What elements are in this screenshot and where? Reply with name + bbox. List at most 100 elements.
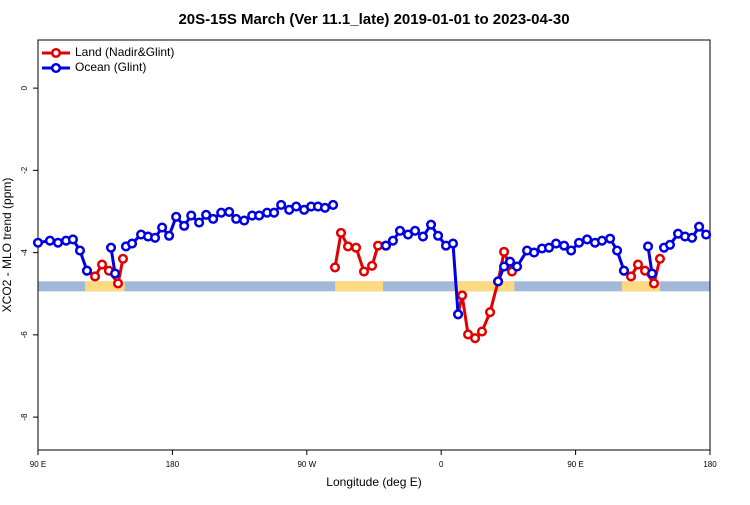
data-point (447, 238, 459, 249)
legend-marker (50, 62, 62, 74)
data-point (573, 237, 585, 248)
data-point (387, 235, 399, 246)
data-point (372, 240, 384, 251)
data-point (216, 207, 227, 218)
data-point (367, 260, 378, 271)
y-axis-label: XCO2 - MLO trend (ppm) (0, 178, 14, 313)
data-point (291, 201, 302, 212)
data-point (97, 259, 108, 270)
data-point (625, 271, 637, 282)
data-point (566, 245, 577, 256)
data-point (171, 211, 182, 222)
data-point (112, 278, 124, 289)
data-point (612, 245, 623, 256)
data-point (358, 266, 370, 277)
y-tick-label: -2 (20, 166, 29, 174)
data-point (319, 202, 331, 213)
land-mask (85, 281, 125, 292)
data-point (687, 232, 698, 243)
x-tick-label: 0 (439, 460, 444, 469)
data-point (654, 253, 666, 264)
data-point (484, 307, 496, 318)
data-point (342, 241, 354, 252)
y-tick-label: 0 (20, 85, 29, 90)
x-axis-label: Longitude (deg E) (326, 475, 421, 489)
data-point (493, 276, 504, 287)
land-mask (621, 281, 660, 292)
data-point (254, 210, 265, 221)
data-point (201, 209, 212, 220)
chart-title: 20S-15S March (Ver 11.1_late) 2019-01-01… (178, 11, 569, 28)
data-point (550, 238, 562, 249)
data-point (701, 229, 712, 240)
data-point (194, 217, 205, 228)
data-point (81, 265, 93, 276)
legend-label: Land (Nadir&Glint) (75, 45, 174, 59)
data-point (417, 231, 429, 242)
data-point (504, 256, 516, 267)
data-point (89, 271, 101, 282)
data-point (269, 207, 280, 218)
data-point (618, 265, 630, 276)
x-tick-label: 90 E (567, 460, 583, 469)
data-point (476, 326, 488, 337)
data-point (150, 232, 161, 243)
data-point (457, 290, 468, 301)
data-point (694, 221, 705, 232)
x-tick-label: 90 E (30, 460, 46, 469)
data-point (410, 225, 421, 236)
data-point (433, 230, 444, 241)
data-point (543, 242, 555, 253)
data-point (224, 206, 235, 217)
data-point (231, 213, 242, 224)
data-point (67, 234, 78, 245)
y-tick-label: -8 (20, 413, 29, 421)
data-point (105, 242, 117, 253)
y-tick-label: -6 (20, 331, 29, 339)
data-point (110, 268, 121, 279)
data-point (351, 242, 362, 253)
data-point (394, 225, 406, 236)
data-point (529, 247, 540, 258)
data-point (117, 253, 129, 264)
data-point (582, 234, 593, 245)
data-point (425, 219, 437, 230)
data-point (499, 246, 510, 257)
land-mask (454, 281, 515, 292)
data-point (335, 227, 347, 238)
y-tick-label: -4 (20, 249, 29, 257)
legend-marker (50, 47, 62, 59)
x-tick-label: 180 (703, 460, 717, 469)
data-point (470, 333, 481, 344)
data-point (74, 245, 86, 256)
data-point (157, 222, 168, 233)
land-mask (335, 281, 383, 292)
data-point (605, 233, 616, 244)
data-point (642, 241, 654, 252)
data-point (632, 259, 644, 270)
data-point (52, 237, 64, 248)
data-point (276, 199, 287, 210)
data-point (380, 240, 391, 251)
data-point (179, 220, 190, 231)
data-point (239, 215, 250, 226)
data-point (44, 235, 55, 246)
data-point (648, 278, 660, 289)
data-point (559, 240, 570, 251)
data-point (32, 237, 44, 248)
data-point (512, 261, 523, 272)
data-point (664, 239, 676, 250)
data-point (164, 230, 175, 241)
x-tick-label: 180 (166, 460, 180, 469)
data-point (127, 238, 138, 249)
data-point (329, 262, 341, 273)
legend-label: Ocean (Glint) (75, 60, 146, 74)
data-point (647, 268, 658, 279)
x-tick-label: 90 W (297, 460, 316, 469)
series-line (37, 202, 708, 315)
data-point (453, 309, 464, 320)
data-point (186, 210, 197, 221)
data-point (208, 213, 219, 224)
data-point (499, 261, 510, 272)
